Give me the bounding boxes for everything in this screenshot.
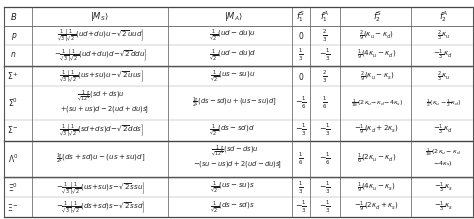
Text: $-\frac{1}{9}(2\kappa_d + \kappa_s)$: $-\frac{1}{9}(2\kappa_d + \kappa_s)$ — [355, 200, 399, 214]
Text: $\frac{1}{\sqrt{3}}\!\left[\frac{1}{\sqrt{2}}(us\!+\!su)u\!-\!\sqrt{2}uus\right]: $\frac{1}{\sqrt{3}}\!\left[\frac{1}{\sqr… — [59, 69, 143, 84]
Text: $-\frac{1}{3}$: $-\frac{1}{3}$ — [319, 199, 330, 215]
Text: $-\frac{1}{6}$: $-\frac{1}{6}$ — [319, 151, 330, 167]
Text: $f_1^A$: $f_1^A$ — [320, 9, 329, 24]
Text: $\frac{1}{\sqrt{2}}(us-su)s$: $\frac{1}{\sqrt{2}}(us-su)s$ — [210, 180, 255, 196]
Text: $-4\kappa_s)$: $-4\kappa_s)$ — [433, 159, 453, 168]
Text: $\frac{1}{\sqrt{2}}(ds-sd)s$: $\frac{1}{\sqrt{2}}(ds-sd)s$ — [210, 200, 255, 215]
Text: $\frac{1}{\sqrt{2}}(ud-du)d$: $\frac{1}{\sqrt{2}}(ud-du)d$ — [209, 47, 256, 63]
Text: $B$: $B$ — [9, 11, 17, 22]
Text: $-\frac{1}{6}$: $-\frac{1}{6}$ — [295, 95, 307, 111]
Text: $-\frac{1}{3}\kappa_s$: $-\frac{1}{3}\kappa_s$ — [434, 200, 453, 214]
Text: $f_2^A$: $f_2^A$ — [438, 9, 448, 24]
Text: $-\frac{1}{\sqrt{3}}\!\left[\frac{1}{\sqrt{2}}(us\!+\!su)s\!-\!\sqrt{2}ssu\right: $-\frac{1}{\sqrt{3}}\!\left[\frac{1}{\sq… — [56, 180, 146, 196]
Text: $-\frac{1}{9}(\kappa_d + 2\kappa_s)$: $-\frac{1}{9}(\kappa_d + 2\kappa_s)$ — [355, 123, 399, 137]
Text: $\frac{1}{\sqrt{3}}\!\left[\frac{1}{\sqrt{2}}(sd\!+\!ds)d\!-\!\sqrt{2}dds\right]: $\frac{1}{\sqrt{3}}\!\left[\frac{1}{\sqr… — [59, 122, 143, 138]
Text: $\frac{2}{9}(\kappa_u - \kappa_s)$: $\frac{2}{9}(\kappa_u - \kappa_s)$ — [360, 70, 394, 84]
Text: $\frac{1}{\sqrt{2}}(ud-du)u$: $\frac{1}{\sqrt{2}}(ud-du)u$ — [209, 28, 256, 43]
Text: $|M_A\rangle$: $|M_A\rangle$ — [224, 10, 243, 23]
Text: $\frac{2}{3}\kappa_u$: $\frac{2}{3}\kappa_u$ — [437, 28, 450, 43]
Text: $|M_S\rangle$: $|M_S\rangle$ — [90, 10, 109, 23]
Text: p: p — [11, 31, 16, 40]
Text: $-\frac{1}{3}\kappa_d$: $-\frac{1}{3}\kappa_d$ — [434, 48, 453, 62]
Text: $\frac{1}{\sqrt{2}}(ds-sd)d$: $\frac{1}{\sqrt{2}}(ds-sd)d$ — [210, 122, 255, 138]
Text: $-\frac{1}{3}$: $-\frac{1}{3}$ — [319, 47, 330, 63]
Text: $0$: $0$ — [298, 71, 304, 82]
Text: $\Xi^-$: $\Xi^-$ — [7, 202, 19, 213]
Text: $\frac{1}{3}$: $\frac{1}{3}$ — [298, 180, 304, 196]
Text: $\frac{1}{2}\!\left[(ds+sd)u - (us+su)d\right]$: $\frac{1}{2}\!\left[(ds+sd)u - (us+su)d\… — [56, 152, 146, 166]
Text: $\frac{2}{3}\kappa_u$: $\frac{2}{3}\kappa_u$ — [437, 70, 450, 84]
Text: $\Sigma^-$: $\Sigma^-$ — [7, 124, 19, 135]
Text: $f_2^S$: $f_2^S$ — [373, 9, 383, 24]
Text: $+(su+us)d - 2(ud+du)s\!\left.\right]$: $+(su+us)d - 2(ud+du)s\!\left.\right]$ — [60, 104, 149, 115]
Text: $-\frac{1}{3}$: $-\frac{1}{3}$ — [319, 122, 330, 138]
Text: $-\frac{1}{3}$: $-\frac{1}{3}$ — [295, 199, 307, 215]
Text: $\frac{1}{6}$: $\frac{1}{6}$ — [322, 95, 328, 111]
Text: $\frac{1}{6}(2\kappa_u - \kappa_d)$: $\frac{1}{6}(2\kappa_u - \kappa_d)$ — [357, 152, 397, 166]
Text: $\frac{2}{3}$: $\frac{2}{3}$ — [322, 69, 328, 85]
Text: $\frac{1}{\sqrt{12}}\!\left[(sd+ds)u\right.$: $\frac{1}{\sqrt{12}}\!\left[(sd+ds)u\rig… — [77, 89, 124, 104]
Text: $\Sigma^0$: $\Sigma^0$ — [8, 97, 18, 110]
Text: $\Sigma^+$: $\Sigma^+$ — [7, 71, 19, 83]
Text: $\frac{1}{2}(\kappa_u - \frac{1}{2}\kappa_d)$: $\frac{1}{2}(\kappa_u - \frac{1}{2}\kapp… — [426, 97, 461, 109]
Text: $\frac{1}{\sqrt{12}}\!\left[(sd-ds)u\right.$: $\frac{1}{\sqrt{12}}\!\left[(sd-ds)u\rig… — [211, 144, 258, 159]
Text: $0$: $0$ — [298, 30, 304, 41]
Text: $\frac{2}{9}(\kappa_u - \kappa_d)$: $\frac{2}{9}(\kappa_u - \kappa_d)$ — [359, 28, 394, 43]
Text: $-\frac{1}{\sqrt{3}}\!\left[\frac{1}{\sqrt{2}}(ud\!+\!du)d\!-\!\sqrt{2}ddu\right: $-\frac{1}{\sqrt{3}}\!\left[\frac{1}{\sq… — [55, 47, 147, 63]
Text: $-\frac{1}{3}$: $-\frac{1}{3}$ — [319, 180, 330, 196]
Text: $\frac{1}{9}(4\kappa_u - \kappa_d)$: $\frac{1}{9}(4\kappa_u - \kappa_d)$ — [357, 48, 397, 62]
Text: $\frac{1}{2}\!\left[(ds-sd)u + (us-su)d\right]$: $\frac{1}{2}\!\left[(ds-sd)u + (us-su)d\… — [192, 96, 277, 110]
Text: $\frac{1}{9}(4\kappa_u - \kappa_s)$: $\frac{1}{9}(4\kappa_u - \kappa_s)$ — [357, 181, 396, 195]
Text: $-\frac{1}{3}\kappa_s$: $-\frac{1}{3}\kappa_s$ — [434, 181, 453, 195]
Text: $f_1^S$: $f_1^S$ — [296, 9, 306, 24]
Text: $\frac{1}{18}(2\kappa_u\!-\!\kappa_d\!-\!4\kappa_s)$: $\frac{1}{18}(2\kappa_u\!-\!\kappa_d\!-\… — [351, 97, 403, 109]
Text: $\Lambda^0$: $\Lambda^0$ — [8, 153, 18, 165]
Text: $\frac{1}{\sqrt{2}}(us-su)u$: $\frac{1}{\sqrt{2}}(us-su)u$ — [210, 69, 255, 84]
Text: $-(su-us)d + 2(ud-du)s\!\left.\right]$: $-(su-us)d + 2(ud-du)s\!\left.\right]$ — [192, 160, 282, 170]
Text: $\frac{2}{3}$: $\frac{2}{3}$ — [322, 28, 328, 44]
Text: $\frac{1}{6}$: $\frac{1}{6}$ — [298, 151, 304, 167]
Text: $\Xi^0$: $\Xi^0$ — [8, 182, 18, 194]
Text: n: n — [11, 50, 16, 60]
Text: $\frac{1}{18}(2\kappa_u - \kappa_d$: $\frac{1}{18}(2\kappa_u - \kappa_d$ — [425, 146, 461, 158]
Text: $\frac{1}{3}$: $\frac{1}{3}$ — [298, 47, 304, 63]
Text: $-\frac{1}{\sqrt{3}}\!\left[\frac{1}{\sqrt{2}}(ds\!+\!sd)s\!-\!\sqrt{2}ssd\right: $-\frac{1}{\sqrt{3}}\!\left[\frac{1}{\sq… — [56, 199, 146, 215]
Text: $\frac{1}{\sqrt{3}}\!\left[\frac{1}{\sqrt{2}}(ud\!+\!du)u\!-\!\sqrt{2}uud\right]: $\frac{1}{\sqrt{3}}\!\left[\frac{1}{\sqr… — [57, 28, 145, 43]
Text: $-\frac{1}{3}\kappa_d$: $-\frac{1}{3}\kappa_d$ — [434, 123, 453, 137]
Text: $-\frac{1}{3}$: $-\frac{1}{3}$ — [295, 122, 307, 138]
